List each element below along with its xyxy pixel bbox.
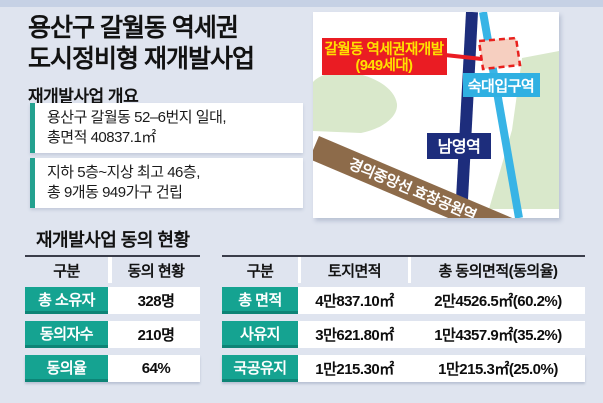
area-row3-label: 국공유지 <box>222 355 298 382</box>
page-title-line1: 용산구 갈월동 역세권 <box>28 14 239 42</box>
area-row3-consent: 1만215.3㎡(25.0%) <box>411 355 585 382</box>
area-table-header-category: 구분 <box>222 257 298 283</box>
overview-box-location-line2: 총면적 40837.1㎡ <box>47 129 156 146</box>
station-label-namyeong-box <box>427 133 491 159</box>
area-table-header-land: 토지면적 <box>301 257 408 283</box>
redevelopment-site-outline <box>477 36 522 71</box>
page-title: 용산구 갈월동 역세권 도시정비형 재개발사업 <box>28 13 255 75</box>
owner-row2-value: 210명 <box>112 321 200 348</box>
owner-row3-label: 동의율 <box>25 355 108 382</box>
location-map-svg: 갈월동 역세권재개발 (949세대) 숙대입구역 남영역 경의중앙선 효창공원역 <box>313 12 559 218</box>
site-callout-box <box>322 38 447 75</box>
consent-heading: 재개발사업 동의 현황 <box>36 230 190 250</box>
site-callout: 갈월동 역세권재개발 (949세대) <box>322 38 447 75</box>
owner-row2-label: 동의자수 <box>25 321 108 348</box>
owner-table-header-category: 구분 <box>25 257 108 283</box>
callout-pointer <box>444 53 483 61</box>
station-label-sookdae-text: 숙대입구역 <box>468 78 535 95</box>
area-row2-land: 3만621.80㎡ <box>301 321 408 348</box>
overview-box-scale-line2: 총 9개동 949가구 건립 <box>47 184 183 201</box>
area-row3-land: 1만215.30㎡ <box>301 355 408 382</box>
site-callout-line2: (949세대) <box>355 57 413 74</box>
station-label-namyeong-text: 남영역 <box>438 138 481 156</box>
table-row: 총 소유자 328명 <box>25 287 200 314</box>
owner-row1-value: 328명 <box>112 287 200 314</box>
area-row2-consent: 1만4357.9㎡(35.2%) <box>411 321 585 348</box>
table-row: 국공유지 1만215.30㎡ 1만215.3㎡(25.0%) <box>222 355 585 382</box>
owner-row3-value: 64% <box>112 355 200 382</box>
site-callout-line1: 갈월동 역세권재개발 <box>324 40 444 58</box>
rail-line-navy <box>455 12 478 218</box>
table-row: 사유지 3만621.80㎡ 1만4357.9㎡(35.2%) <box>222 321 585 348</box>
top-accent-strip <box>0 0 603 7</box>
table-row: 총 면적 4만837.10㎡ 2만4526.5㎡(60.2%) <box>222 287 585 314</box>
owner-table-header-row: 구분 동의 현황 <box>25 255 200 283</box>
table-row: 동의자수 210명 <box>25 321 200 348</box>
owner-table-header-status: 동의 현황 <box>112 257 200 283</box>
location-map: 갈월동 역세권재개발 (949세대) 숙대입구역 남영역 경의중앙선 효창공원역 <box>313 12 559 218</box>
rail-banner-box <box>313 136 516 218</box>
area-consent-table: 구분 토지면적 총 동의면적(동의율) 총 면적 4만837.10㎡ 2만452… <box>222 255 585 382</box>
page-title-line2: 도시정비형 재개발사업 <box>28 45 255 73</box>
area-table-header-consent: 총 동의면적(동의율) <box>411 257 585 283</box>
table-row: 동의율 64% <box>25 355 200 382</box>
overview-box-location-line1: 용산구 갈월동 52–6번지 일대, <box>47 109 227 126</box>
area-row1-consent: 2만4526.5㎡(60.2%) <box>411 287 585 314</box>
overview-heading: 재개발사업 개요 <box>28 87 139 106</box>
area-row2-label: 사유지 <box>222 321 298 348</box>
station-label-sookdae-box <box>463 73 540 97</box>
park-area-west <box>313 71 398 133</box>
overview-box-scale-line1: 지하 5층~지상 최고 46층, <box>47 164 200 181</box>
station-label-sookdae: 숙대입구역 <box>463 73 540 97</box>
owner-consent-table: 구분 동의 현황 총 소유자 328명 동의자수 210명 동의율 64% <box>25 255 200 382</box>
area-row1-land: 4만837.10㎡ <box>301 287 408 314</box>
station-label-namyeong: 남영역 <box>427 133 491 159</box>
area-table-header-row: 구분 토지면적 총 동의면적(동의율) <box>222 255 585 283</box>
overview-box-location: 용산구 갈월동 52–6번지 일대, 총면적 40837.1㎡ <box>30 103 303 153</box>
owner-row1-label: 총 소유자 <box>25 287 108 314</box>
overview-box-scale: 지하 5층~지상 최고 46층, 총 9개동 949가구 건립 <box>30 158 303 208</box>
area-row1-label: 총 면적 <box>222 287 298 314</box>
